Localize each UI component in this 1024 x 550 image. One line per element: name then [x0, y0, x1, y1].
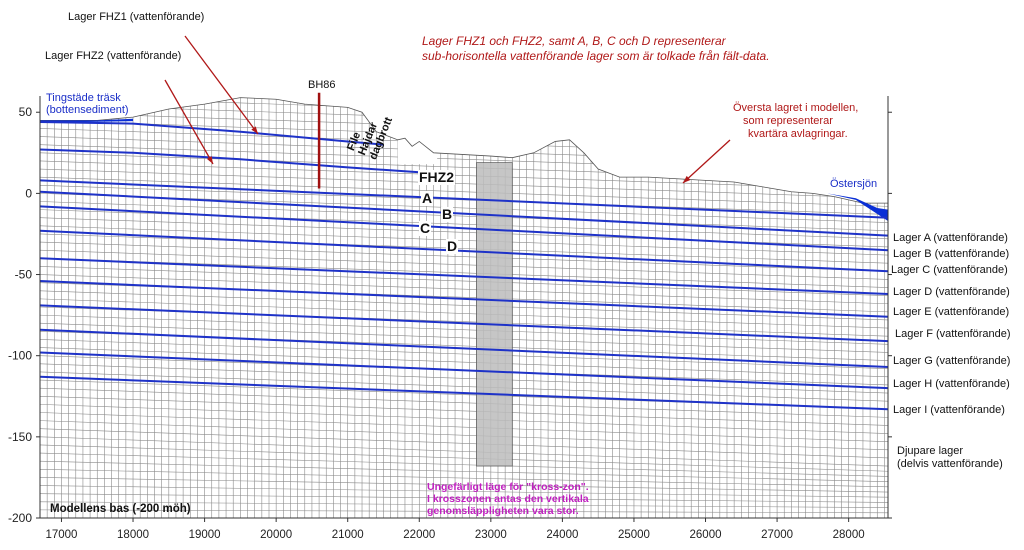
top-layer-note-2: som representerar	[743, 115, 833, 127]
topography-line	[40, 97, 888, 204]
y-tick-label-0: 50	[19, 105, 33, 119]
layer-line-9	[39, 375, 889, 411]
y-tick-label-4: -150	[8, 430, 32, 444]
layer-line-3	[39, 229, 889, 273]
layer-line-4	[39, 257, 889, 296]
layer-line-8	[39, 351, 889, 390]
x-tick-label-10: 27000	[761, 529, 793, 541]
layer-label-c: Lager C (vattenförande)	[891, 264, 1008, 276]
cross-zone-note-2: I krosszonen antas den vertikala	[427, 493, 589, 505]
layer-label-i: Lager I (vattenförande)	[893, 404, 1005, 416]
fhz2-label: Lager FHZ2 (vattenförande)	[45, 50, 182, 62]
y-tick-label-5: -200	[8, 511, 32, 525]
x-tick-label-11: 28000	[833, 529, 865, 541]
x-tick-label-9: 26000	[690, 529, 722, 541]
x-tick-label-2: 19000	[189, 529, 221, 541]
fhz-line-1	[39, 120, 384, 146]
fhz1-arrow-head	[251, 126, 258, 134]
deep-layer-label-2: (delvis vattenförande)	[897, 458, 1003, 470]
layer-line-6	[39, 304, 889, 343]
layer-label-f: Lager F (vattenförande)	[895, 328, 1011, 340]
model-grid	[40, 97, 888, 518]
layer-line-0	[39, 179, 889, 219]
bh86-label: BH86	[308, 79, 336, 91]
x-tick-label-7: 24000	[546, 529, 578, 541]
description-line-2: sub-horisontella vattenförande lager som…	[422, 49, 770, 63]
layer-label-b: Lager B (vattenförande)	[893, 248, 1010, 260]
x-tick-label-5: 22000	[403, 529, 435, 541]
fhz2-arrow-head	[206, 156, 213, 164]
top-layer-arrow	[682, 139, 731, 184]
y-tick-label-3: -100	[8, 349, 32, 363]
pit-cut	[397, 125, 438, 165]
tingstade-label-2: (bottensediment)	[46, 104, 129, 116]
layer-label-e: Lager E (vattenförande)	[893, 306, 1010, 318]
layer-label-d: Lager D (vattenförande)	[893, 286, 1010, 298]
deep-layer-label-1: Djupare lager	[897, 445, 964, 457]
top-layer-note-3: kvartära avlagringar.	[748, 128, 848, 140]
layer-line-7	[39, 328, 889, 369]
layer-label-a: Lager A (vattenförande)	[893, 232, 1008, 244]
fhz2-arrow	[164, 79, 214, 165]
x-tick-label-3: 20000	[260, 529, 292, 541]
tingstade-label-1: Tingstäde träsk	[46, 92, 121, 104]
x-tick-label-4: 21000	[332, 529, 364, 541]
top-layer-arrow-head	[683, 175, 691, 183]
fhz1-arrow	[184, 35, 259, 135]
cross-zone	[476, 162, 513, 467]
layer-b-marker: B	[441, 206, 454, 222]
cross-zone-note-3: genomsläppligheten vara stor.	[427, 505, 579, 517]
layer-a-marker: A	[421, 190, 434, 206]
fhz2-marker: FHZ2	[418, 169, 455, 185]
x-tick-label-8: 25000	[618, 529, 650, 541]
layer-c-marker: C	[419, 220, 432, 236]
layer-line-5	[39, 280, 889, 318]
layer-line-1	[39, 190, 889, 237]
layer-line-2	[39, 205, 889, 252]
model-base-label: Modellens bas (-200 möh)	[50, 503, 191, 515]
x-tick-label-0: 17000	[45, 529, 77, 541]
layer-d-marker: D	[446, 238, 459, 254]
x-tick-label-6: 23000	[475, 529, 507, 541]
top-layer-note-1: Översta lagret i modellen,	[733, 102, 859, 114]
fhz1-label: Lager FHZ1 (vattenförande)	[68, 11, 205, 23]
description-line-1: Lager FHZ1 och FHZ2, samt A, B, C och D …	[422, 34, 726, 48]
layer-label-g: Lager G (vattenförande)	[893, 355, 1011, 367]
y-tick-label-2: -50	[15, 268, 33, 282]
cross-zone-note-1: Ungefärligt läge för "kross-zon".	[427, 481, 589, 493]
y-tick-label-1: 0	[25, 186, 32, 200]
layer-label-h: Lager H (vattenförande)	[893, 378, 1010, 390]
ostersjon-label: Östersjön	[830, 178, 878, 190]
x-tick-label-1: 18000	[117, 529, 149, 541]
